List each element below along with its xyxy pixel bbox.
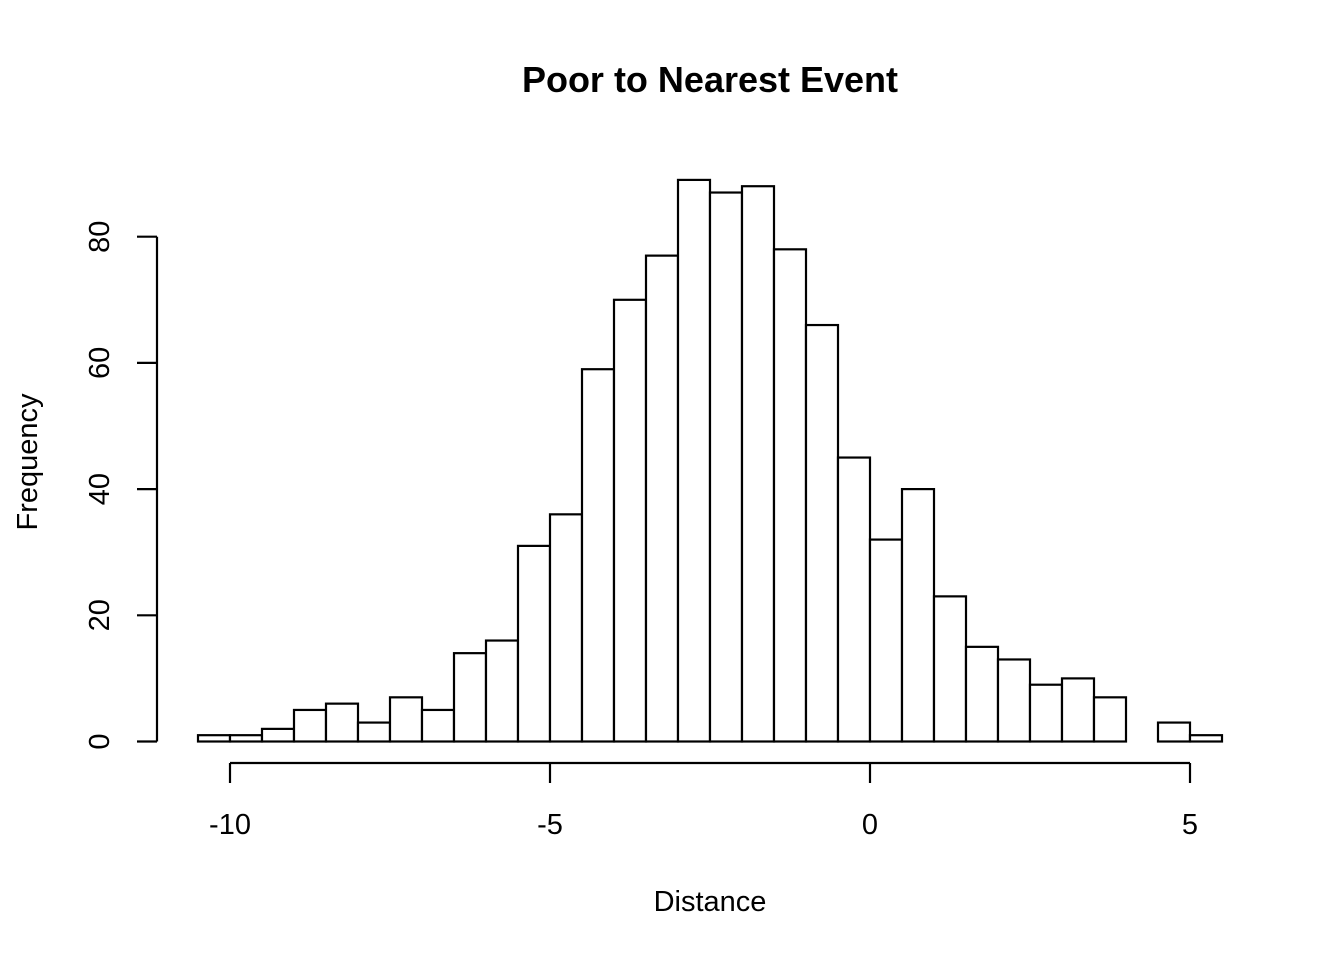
histogram-bar (1092, 696, 1128, 743)
histogram-bar (1156, 721, 1192, 743)
histogram-bar (964, 645, 1000, 743)
histogram-bar (196, 734, 232, 743)
histogram-bar (356, 721, 392, 743)
histogram-bar (932, 595, 968, 743)
y-tick-label: 60 (84, 347, 116, 379)
histogram-bar (836, 456, 872, 743)
chart-title: Poor to Nearest Event (522, 59, 898, 100)
x-tick-label: -10 (209, 809, 251, 841)
histogram-bar (772, 248, 808, 743)
histogram-bar (484, 639, 520, 743)
bars-group (196, 178, 1224, 743)
histogram-bar (1060, 677, 1096, 743)
histogram-bar (740, 185, 776, 743)
y-tick-label: 0 (84, 733, 116, 749)
x-tick-label: 0 (862, 809, 878, 841)
histogram-bar (388, 696, 424, 743)
histogram-bar (676, 178, 712, 743)
histogram-bar (900, 488, 936, 743)
histogram-bar (804, 323, 840, 743)
y-axis-label: Frequency (12, 393, 44, 531)
histogram-bar (516, 544, 552, 743)
histogram-bar (548, 513, 584, 743)
histogram-bar (452, 652, 488, 743)
y-tick-label: 40 (84, 473, 116, 505)
histogram-bar (612, 298, 648, 743)
histogram-bar (996, 658, 1032, 743)
histogram-bar (420, 708, 456, 743)
x-axis: -10 -5 0 5 (209, 761, 1198, 841)
x-tick-label: 5 (1182, 809, 1198, 841)
histogram-bar (292, 708, 328, 743)
histogram-bar (580, 368, 616, 743)
histogram-bar (644, 254, 680, 743)
x-tick-label: -5 (537, 809, 563, 841)
histogram-bar (260, 727, 296, 743)
y-axis: 0 20 40 60 80 (84, 221, 159, 750)
histogram-bar (708, 191, 744, 743)
histogram-bar (868, 538, 904, 743)
y-tick-label: 20 (84, 599, 116, 631)
histogram-bar (1028, 683, 1064, 743)
histogram-bar (324, 702, 360, 743)
x-axis-label: Distance (654, 886, 767, 918)
histogram-bar (228, 734, 264, 743)
histogram-bar (1188, 734, 1224, 743)
y-tick-label: 80 (84, 221, 116, 253)
